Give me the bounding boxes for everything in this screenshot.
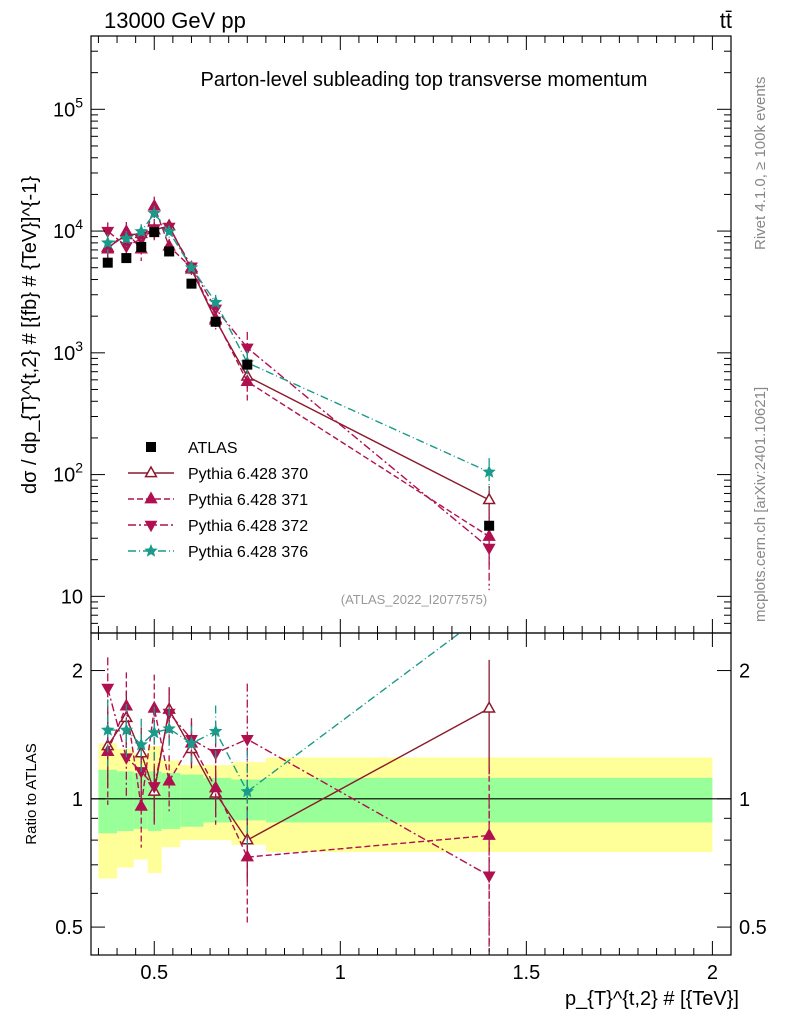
- series-point: [100, 235, 115, 249]
- ratio-point: [482, 700, 496, 713]
- main-panel: 10 102 103 104 105 dσ / dp_{T}^{t,2} # [{fb} …: [19, 35, 732, 634]
- ratio-point: [119, 723, 134, 736]
- ratio-point: [147, 725, 161, 739]
- ratio-y-tick-label-right: 0.5: [739, 917, 767, 939]
- series-point: [482, 492, 496, 505]
- main-y-tick-label: 102: [53, 460, 83, 487]
- atlas-data-point: [164, 246, 175, 257]
- legend-label: Pythia 6.428 370: [188, 466, 308, 483]
- ratio-band-inner: [117, 771, 134, 832]
- series-point: [482, 464, 496, 478]
- main-y-tick-exponent: 3: [75, 338, 83, 354]
- series-point: [147, 206, 162, 219]
- x-axis-label: p_{T}^{t,2} # [{TeV}]: [565, 988, 739, 1010]
- ratio-point: [240, 735, 254, 747]
- ratio-series-line: [107, 687, 490, 877]
- ratio-y-tick-label: 1: [72, 789, 83, 811]
- series-point: [184, 260, 199, 274]
- series-point: [240, 374, 254, 386]
- series-point: [208, 295, 223, 309]
- main-y-tick-label: 103: [53, 338, 83, 365]
- legend-marker: [144, 491, 158, 504]
- legend-marker: [144, 520, 158, 533]
- legend-label: Pythia 6.428 372: [188, 518, 308, 535]
- series-point: [240, 343, 254, 356]
- main-y-tick-exponent: 4: [75, 216, 83, 232]
- ratio-frame: [90, 632, 732, 956]
- ratio-point: [147, 782, 161, 794]
- ratio-point: [482, 871, 496, 883]
- ratio-point: [134, 737, 148, 751]
- atlas-data-point: [242, 359, 253, 370]
- series-line: [107, 225, 490, 501]
- series-point: [482, 528, 496, 541]
- atlas-data-point: [136, 241, 147, 252]
- atlas-data-point: [149, 227, 160, 238]
- watermark: (ATLAS_2022_I2077575): [341, 592, 487, 607]
- main-y-tick-exponent: 2: [75, 460, 83, 476]
- ratio-series-line: [107, 633, 461, 793]
- atlas-data-point: [484, 520, 495, 531]
- process-label: tt̄: [720, 8, 732, 33]
- ratio-y-tick-label: 0.5: [55, 917, 83, 939]
- ratio-y-axis-label: Ratio to ATLAS: [23, 743, 40, 844]
- atlas-data-point: [210, 316, 221, 327]
- ratio-x-tick-label: 2: [707, 962, 718, 984]
- series-point: [119, 231, 134, 245]
- series-line: [107, 226, 490, 549]
- legend-marker: [144, 465, 158, 478]
- ratio-x-tick-label: 1.5: [512, 962, 540, 984]
- ratio-x-tick-label: 0.5: [140, 962, 168, 984]
- ratio-band-inner: [161, 772, 181, 829]
- ratio-point: [240, 784, 255, 798]
- ratio-x-tick-label: 1: [335, 962, 346, 984]
- main-y-tick-label: 105: [53, 94, 83, 121]
- atlas-data-point: [102, 257, 113, 268]
- ratio-y-tick-label: 2: [72, 661, 83, 683]
- ratio-y-tick-label-right: 1: [739, 789, 750, 811]
- ratio-y-tick-label-right: 2: [739, 661, 750, 683]
- main-y-axis-label: dσ / dp_{T}^{t,2} # [{fb} # {TeV}]^{-1}: [19, 176, 41, 494]
- atlas-data-point: [121, 253, 132, 264]
- ratio-point: [101, 683, 115, 696]
- main-title: Parton-level subleading top transverse m…: [201, 69, 648, 91]
- ratio-point: [184, 736, 199, 749]
- main-y-tick-label: 10: [61, 586, 83, 608]
- atlas-data-point: [186, 278, 197, 289]
- main-y-tick-exponent: 5: [75, 94, 83, 110]
- ratio-point: [208, 724, 223, 738]
- legend-label-atlas: ATLAS: [188, 440, 238, 457]
- ratio-point: [162, 721, 176, 735]
- main-frame: [90, 35, 732, 634]
- rivet-label: Rivet 4.1.0, ≥ 100k events: [752, 77, 769, 250]
- legend-marker: [144, 543, 158, 557]
- series-point: [162, 224, 176, 238]
- series-point: [134, 224, 148, 238]
- ratio-point: [100, 723, 115, 736]
- ratio-band-inner: [231, 779, 266, 821]
- mcplots-label: mcplots.cern.ch [arXiv:2401.10621]: [752, 387, 769, 622]
- legend: ATLAS Pythia 6.428 370 Pythia 6.428 371 Pyt…: [128, 440, 308, 561]
- series-point: [119, 242, 133, 254]
- main-y-tick-label: 104: [53, 216, 83, 243]
- series-point: [101, 226, 115, 239]
- ratio-point: [240, 849, 254, 862]
- series-point: [482, 543, 496, 556]
- legend-label: Pythia 6.428 371: [188, 492, 308, 509]
- ratio-band-inner: [180, 774, 204, 827]
- ratio-point: [162, 773, 176, 786]
- ratio-panel: 0.5 1 1.5 2 0.5 0.5 1 1 2 2 Ratio to ATLAS p_{T}^{t…: [23, 632, 767, 1010]
- legend-marker-atlas: [146, 442, 156, 452]
- energy-label: 13000 GeV pp: [104, 8, 246, 33]
- legend-label: Pythia 6.428 376: [188, 544, 308, 561]
- ratio-series-line: [107, 703, 490, 858]
